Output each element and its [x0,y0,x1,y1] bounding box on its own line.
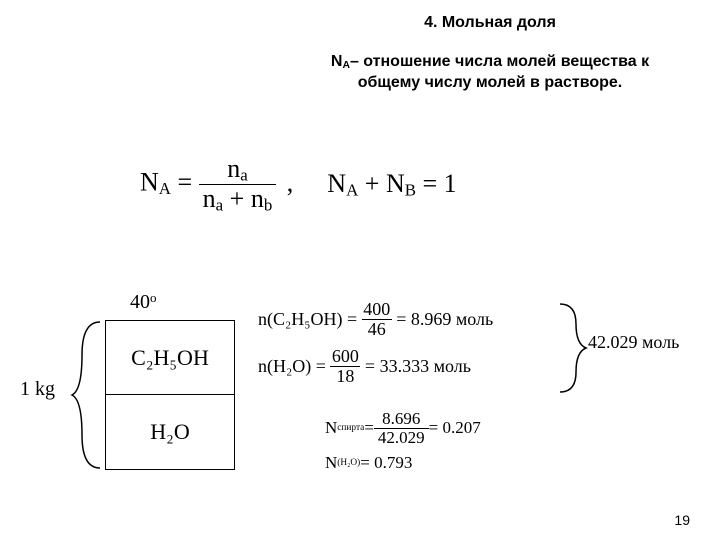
c2r1-num: 8.696 [378,410,424,428]
total-moles-label: 42.029 моль [588,332,679,353]
frac-den-plus: + [223,184,251,213]
section-title: 4. Мольная доля [300,14,680,32]
r1-frac: 400 46 [357,300,396,339]
moles-calculation: n(C₂H₅OH) = 400 46 = 8.969 моль n(H₂O) =… [258,300,493,394]
definition-symbol-sub: A [342,60,350,71]
r2-num: 600 [326,347,365,366]
c2r1-frac: 8.696 42.029 [374,410,429,447]
fraction: na na + nb [199,155,277,214]
n-ethanol-row: Nспирта = 8.696 42.029 = 0.207 [325,410,481,447]
nb-1: N [327,169,346,198]
na-symbol: N [140,168,159,197]
c2r1-sym: N [325,418,337,438]
c2r2-sym: N [325,453,337,473]
r2-lhs: n(H₂O) = [258,356,326,377]
na-sub: A [159,179,171,198]
mass-label: 1 kg [20,378,55,401]
c2r1-den: 42.029 [374,428,429,447]
r1-num: 400 [357,300,396,319]
eq2: = [416,169,444,198]
page-number: 19 [674,512,690,528]
definition-text: NA– отношение числа молей вещества к общ… [300,52,680,94]
r2-den: 18 [330,366,360,386]
plus: + [358,169,386,198]
water-cell: H₂O [106,395,234,469]
r2-frac: 600 18 [326,347,365,386]
frac-den-2-sub: b [264,196,272,215]
comma: , [287,168,294,197]
temp-value: 40 [130,291,150,313]
nb-2-sub: B [405,180,416,199]
ethanol-moles-row: n(C₂H₅OH) = 400 46 = 8.969 моль [258,300,493,339]
c2r2-rhs: = 0.793 [360,453,412,473]
equals: = [177,168,198,197]
c2r1-eq: = [364,418,374,438]
c2r2-sub: (H₂O) [337,458,360,468]
formula-left: NA = na na + nb , [140,155,293,214]
temperature-label: 40o [130,290,157,314]
formula-right: NA + NB = 1 [327,169,456,200]
nb-2: N [386,169,405,198]
main-formula: NA = na na + nb , NA + NB = 1 [140,155,680,214]
mole-fraction-calculation: Nспирта = 8.696 42.029 = 0.207 N(H₂O) = … [325,410,481,479]
one: 1 [444,169,457,198]
frac-den-2: n [251,184,264,213]
water-moles-row: n(H₂O) = 600 18 = 33.333 моль [258,347,493,386]
temp-unit: o [150,290,157,305]
c2r1-sub: спирта [337,423,364,433]
definition-symbol: N [331,53,343,70]
r1-rhs: = 8.969 моль [396,309,493,330]
solution-box: C₂H₅OH H₂O [105,320,235,470]
r1-lhs: n(C₂H₅OH) = [258,309,357,330]
r2-rhs: = 33.333 моль [365,356,471,377]
r1-den: 46 [362,319,392,339]
left-brace-icon [70,320,105,470]
nb-1-sub: A [346,180,358,199]
right-brace-icon [558,302,588,394]
n-water-row: N(H₂O) = 0.793 [325,453,481,473]
ethanol-cell: C₂H₅OH [106,321,234,395]
frac-num-sub: a [240,165,248,184]
frac-num-sym: n [227,154,240,183]
c2r1-rhs: = 0.207 [429,418,481,438]
solution-diagram: 1 kg 40o C₂H₅OH H₂O [20,290,245,480]
definition-body: – отношение числа молей вещества к общем… [350,53,649,91]
frac-den-1: n [203,184,216,213]
